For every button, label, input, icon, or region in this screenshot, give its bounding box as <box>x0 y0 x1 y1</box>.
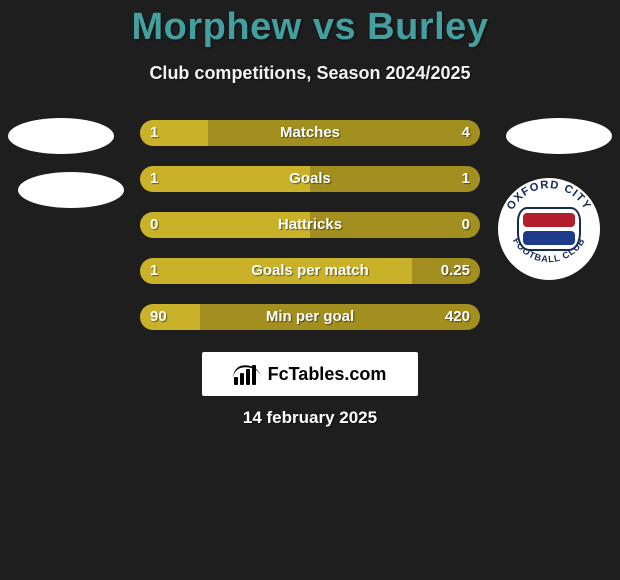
stat-row: 0Hattricks0 <box>140 212 480 238</box>
stat-row: 1Matches4 <box>140 120 480 146</box>
stat-label: Goals per match <box>140 258 480 284</box>
infographic-date: 14 february 2025 <box>0 408 620 428</box>
stat-label: Goals <box>140 166 480 192</box>
page-subtitle: Club competitions, Season 2024/2025 <box>0 63 620 84</box>
stat-right-value: 4 <box>462 120 470 146</box>
stat-label: Min per goal <box>140 304 480 330</box>
club-badge-shield-icon <box>517 207 581 251</box>
player-right-avatar-placeholder <box>506 118 612 154</box>
page-title: Morphew vs Burley <box>0 0 620 49</box>
stat-right-value: 0 <box>462 212 470 238</box>
brand-bars-icon <box>234 363 260 385</box>
brand-label: FcTables.com <box>268 364 387 385</box>
brand-badge: FcTables.com <box>202 352 418 396</box>
player-left-avatar-placeholder-2 <box>18 172 124 208</box>
stat-label: Matches <box>140 120 480 146</box>
stat-rows: 1Matches41Goals10Hattricks01Goals per ma… <box>140 120 480 350</box>
stat-right-value: 0.25 <box>441 258 470 284</box>
stat-row: 1Goals1 <box>140 166 480 192</box>
stat-row: 90Min per goal420 <box>140 304 480 330</box>
stat-row: 1Goals per match0.25 <box>140 258 480 284</box>
player-left-avatar-placeholder <box>8 118 114 154</box>
stat-label: Hattricks <box>140 212 480 238</box>
stat-right-value: 1 <box>462 166 470 192</box>
stat-right-value: 420 <box>445 304 470 330</box>
club-badge-oxford-city: OXFORD CITY FOOTBALL CLUB <box>498 178 600 280</box>
comparison-infographic: Morphew vs Burley Club competitions, Sea… <box>0 0 620 580</box>
